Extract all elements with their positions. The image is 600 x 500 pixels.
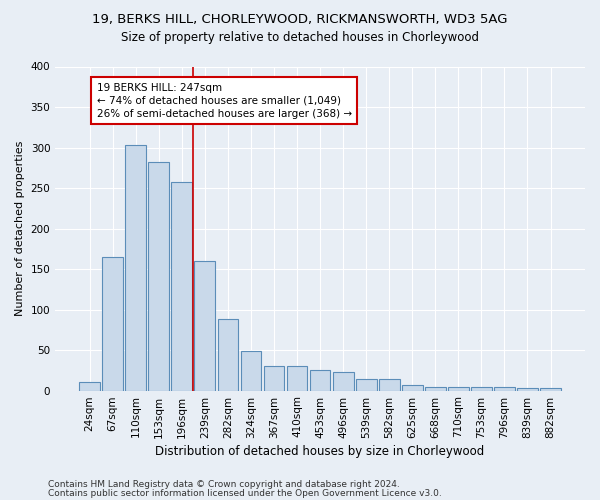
Y-axis label: Number of detached properties: Number of detached properties bbox=[15, 141, 25, 316]
Text: 19 BERKS HILL: 247sqm
← 74% of detached houses are smaller (1,049)
26% of semi-d: 19 BERKS HILL: 247sqm ← 74% of detached … bbox=[97, 82, 352, 119]
Bar bbox=[402, 385, 422, 390]
Bar bbox=[102, 257, 123, 390]
Bar bbox=[471, 388, 492, 390]
Bar bbox=[79, 382, 100, 390]
Bar bbox=[241, 351, 262, 391]
Bar bbox=[540, 388, 561, 390]
Bar bbox=[379, 379, 400, 390]
X-axis label: Distribution of detached houses by size in Chorleywood: Distribution of detached houses by size … bbox=[155, 444, 485, 458]
Text: Contains HM Land Registry data © Crown copyright and database right 2024.: Contains HM Land Registry data © Crown c… bbox=[48, 480, 400, 489]
Bar bbox=[194, 261, 215, 390]
Bar bbox=[148, 162, 169, 390]
Bar bbox=[333, 372, 353, 390]
Bar bbox=[287, 366, 307, 390]
Bar bbox=[310, 370, 331, 390]
Bar bbox=[517, 388, 538, 390]
Text: Size of property relative to detached houses in Chorleywood: Size of property relative to detached ho… bbox=[121, 31, 479, 44]
Bar bbox=[172, 182, 192, 390]
Text: Contains public sector information licensed under the Open Government Licence v3: Contains public sector information licen… bbox=[48, 488, 442, 498]
Bar bbox=[425, 386, 446, 390]
Bar bbox=[263, 366, 284, 390]
Text: 19, BERKS HILL, CHORLEYWOOD, RICKMANSWORTH, WD3 5AG: 19, BERKS HILL, CHORLEYWOOD, RICKMANSWOR… bbox=[92, 12, 508, 26]
Bar bbox=[218, 320, 238, 390]
Bar bbox=[125, 145, 146, 390]
Bar bbox=[494, 388, 515, 390]
Bar bbox=[448, 388, 469, 390]
Bar bbox=[356, 379, 377, 390]
